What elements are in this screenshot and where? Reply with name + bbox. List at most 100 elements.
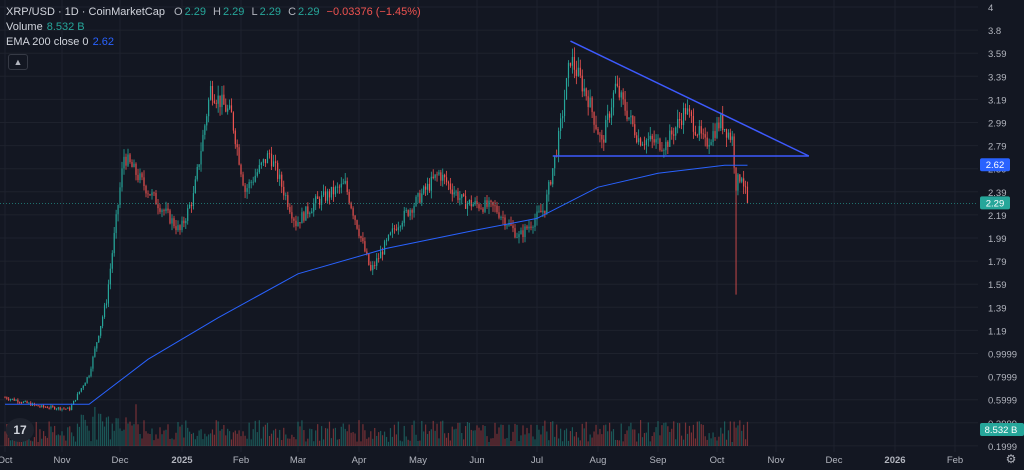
candle-body	[461, 194, 463, 199]
candle-body	[169, 210, 171, 224]
volume-bar	[169, 438, 171, 446]
candle-body	[630, 115, 632, 118]
volume-bar	[700, 424, 702, 446]
volume-bar	[516, 424, 518, 446]
volume-bar	[510, 440, 512, 446]
volume-bar	[464, 426, 467, 446]
volume-bar	[401, 441, 403, 446]
volume-bar	[638, 433, 640, 446]
candle-body	[641, 144, 644, 146]
candle-body	[421, 193, 423, 203]
candle-body	[362, 238, 364, 242]
volume-bar	[260, 438, 262, 446]
candle-body	[117, 204, 119, 215]
candle-body	[48, 407, 50, 409]
high-value: 2.29	[223, 6, 245, 18]
candle-body	[498, 212, 500, 218]
volume-bar	[115, 418, 117, 446]
candle-body	[492, 201, 494, 206]
volume-bar	[585, 421, 587, 446]
volume-bar	[436, 423, 438, 446]
price-tick-label: 0.1999	[988, 442, 1017, 453]
candle-body	[28, 402, 30, 404]
legend-ema-row[interactable]: EMA 200 close 0 2.62	[6, 35, 421, 50]
tradingview-logo[interactable]: 17	[6, 418, 34, 442]
volume-bar	[587, 441, 589, 446]
candle-body	[63, 408, 65, 410]
candle-body	[24, 401, 26, 402]
candle-body	[405, 210, 407, 211]
volume-bar	[426, 434, 429, 446]
volume-bar	[387, 441, 390, 446]
volume-bar	[661, 425, 663, 446]
volume-bar	[364, 430, 366, 446]
volume-bar	[262, 426, 264, 446]
time-tick-label: Nov	[768, 455, 785, 466]
candle-body	[217, 95, 219, 104]
gear-icon[interactable]: ⚙	[1005, 452, 1017, 466]
volume-bar	[50, 426, 52, 446]
volume-bar	[65, 440, 67, 446]
candle-body	[534, 219, 536, 228]
candle-body	[739, 174, 741, 182]
candle-body	[187, 208, 189, 221]
volume-bar	[15, 439, 17, 446]
candle-body	[228, 105, 231, 109]
candle-body	[727, 132, 730, 138]
volume-bar	[374, 428, 376, 446]
candle-body	[303, 212, 305, 221]
collapse-legend-button[interactable]: ▲	[8, 54, 28, 70]
volume-bar	[380, 430, 382, 446]
volume-bar	[520, 435, 522, 446]
volume-bar	[428, 431, 431, 446]
candle-body	[684, 108, 687, 115]
volume-bar	[181, 424, 183, 446]
candle-body	[334, 187, 336, 195]
low-key: L	[251, 6, 258, 18]
candle-body	[283, 186, 285, 196]
volume-bar	[482, 425, 484, 446]
volume-bar	[411, 424, 413, 446]
volume-bar	[720, 427, 722, 446]
candle-body	[675, 127, 677, 136]
candle-body	[167, 208, 169, 211]
volume-bar	[679, 423, 681, 446]
volume-bar	[526, 427, 528, 446]
candle-body	[336, 186, 338, 188]
volume-bar	[234, 430, 236, 446]
candle-body	[579, 67, 581, 76]
volume-bar	[102, 421, 104, 446]
candle-body	[133, 163, 135, 168]
volume-bar	[279, 429, 281, 446]
price-tick-label: 1.59	[988, 280, 1007, 291]
volume-bar	[155, 434, 157, 446]
volume-bar	[35, 421, 37, 446]
volume-bar	[737, 425, 739, 446]
candle-body	[488, 200, 490, 207]
price-tick-label: 0.9999	[988, 350, 1017, 361]
candle-body	[694, 131, 696, 135]
candle-body	[516, 237, 518, 239]
volume-bar	[704, 436, 706, 446]
volume-bar	[569, 431, 572, 446]
candle-body	[100, 326, 102, 336]
symbol-label[interactable]: XRP/USD · 1D · CoinMarketCap	[6, 6, 165, 18]
candle-body	[741, 178, 743, 182]
volume-bar	[113, 430, 115, 446]
time-tick-label: Oct	[0, 455, 13, 466]
legend-symbol-row: XRP/USD · 1D · CoinMarketCap O 2.29 H 2.29…	[6, 5, 421, 20]
legend-volume-row[interactable]: Volume 8.532 B	[6, 20, 421, 35]
candle-body	[342, 183, 344, 185]
candle-body	[468, 199, 470, 204]
volume-bar	[277, 437, 279, 446]
volume-bar	[583, 428, 585, 446]
volume-bar	[385, 436, 388, 446]
volume-bar	[135, 404, 137, 446]
candle-body	[651, 135, 653, 140]
volume-bar	[305, 441, 307, 446]
candle-body	[94, 348, 96, 357]
volume-bar	[80, 414, 82, 446]
candle-body	[279, 174, 281, 179]
candle-body	[242, 174, 244, 186]
